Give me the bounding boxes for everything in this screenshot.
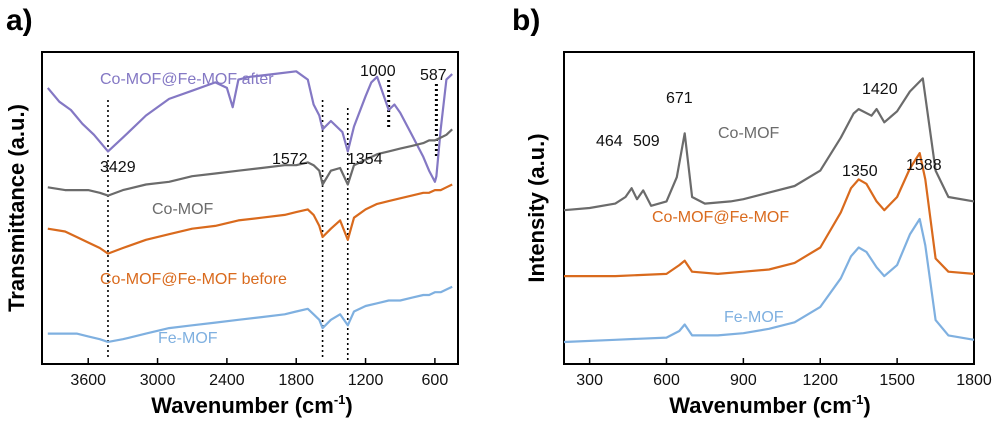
panel-a-guide-lines: [107, 80, 438, 360]
series-line-fe-mof: [563, 217, 975, 344]
series-line-co-mof: [563, 77, 975, 212]
series-line-co-mof-fe-mof: [564, 152, 975, 278]
panel-b: b) 300 600 900 1200 1500 1800 Co-MOF Co-MOF@F…: [512, 4, 992, 418]
x-tick-label: 600: [422, 372, 449, 389]
panel-a: a) 3600 3000 2400 1800 1200 600 Co-MOF@Fe-MOF…: [4, 4, 459, 418]
label-co-mof-fe-mof-after: Co-MOF@Fe-MOF after: [100, 71, 274, 88]
peak-509: 509: [633, 133, 660, 150]
series-line-fe-mof: [47, 285, 453, 343]
series-line-co-mof-fe-mof-before: [47, 183, 453, 255]
x-tick-label: 900: [730, 372, 757, 389]
panel-a-x-ticks: 3600 3000 2400 1800 1200 600: [70, 358, 448, 389]
series-line-co-mof-fe-mof-after: [46, 70, 453, 183]
label-co-mof-fe-mof-b: Co-MOF@Fe-MOF: [652, 209, 789, 226]
panel-a-y-axis-label: Transmittance (a.u.): [4, 104, 29, 312]
x-tick-label: 1500: [879, 372, 915, 389]
x-tick-label: 1800: [956, 372, 992, 389]
peak-1350: 1350: [842, 163, 878, 180]
peak-671: 671: [666, 90, 693, 107]
x-tick-label: 1800: [278, 372, 314, 389]
label-fe-mof-b: Fe-MOF: [724, 309, 784, 326]
panel-b-series: [563, 77, 975, 344]
peak-587: 587: [420, 67, 447, 84]
peak-1000: 1000: [360, 63, 396, 80]
label-co-mof-a: Co-MOF: [152, 201, 214, 218]
label-fe-mof-a: Fe-MOF: [158, 330, 218, 347]
peak-464: 464: [596, 133, 623, 150]
label-co-mof-b: Co-MOF: [718, 125, 780, 142]
x-tick-label: 2400: [209, 372, 245, 389]
peak-3429: 3429: [100, 159, 136, 176]
panel-a-series: [46, 70, 453, 343]
x-tick-label: 300: [576, 372, 603, 389]
x-tick-label: 600: [653, 372, 680, 389]
panel-b-letter: b): [512, 4, 540, 37]
peak-1588: 1588: [906, 157, 942, 174]
panel-b-x-axis-label: Wavenumber (cm-1): [669, 392, 870, 418]
label-co-mof-fe-mof-before: Co-MOF@Fe-MOF before: [100, 271, 287, 288]
x-tick-label: 1200: [802, 372, 838, 389]
x-tick-label: 1200: [348, 372, 384, 389]
panel-b-plot-frame: [563, 51, 975, 365]
peak-1354: 1354: [347, 151, 383, 168]
panel-b-x-ticks: 300 600 900 1200 1500 1800: [576, 358, 992, 389]
panel-b-y-axis-label: Intensity (a.u.): [524, 133, 549, 282]
panel-a-x-axis-label: Wavenumber (cm-1): [151, 392, 352, 418]
x-tick-label: 3600: [70, 372, 106, 389]
peak-1572: 1572: [272, 151, 308, 168]
panel-a-letter: a): [6, 4, 33, 37]
panel-a-plot-frame: [41, 51, 459, 365]
series-line-co-mof: [47, 128, 453, 197]
x-tick-label: 3000: [140, 372, 176, 389]
peak-1420: 1420: [862, 81, 898, 98]
